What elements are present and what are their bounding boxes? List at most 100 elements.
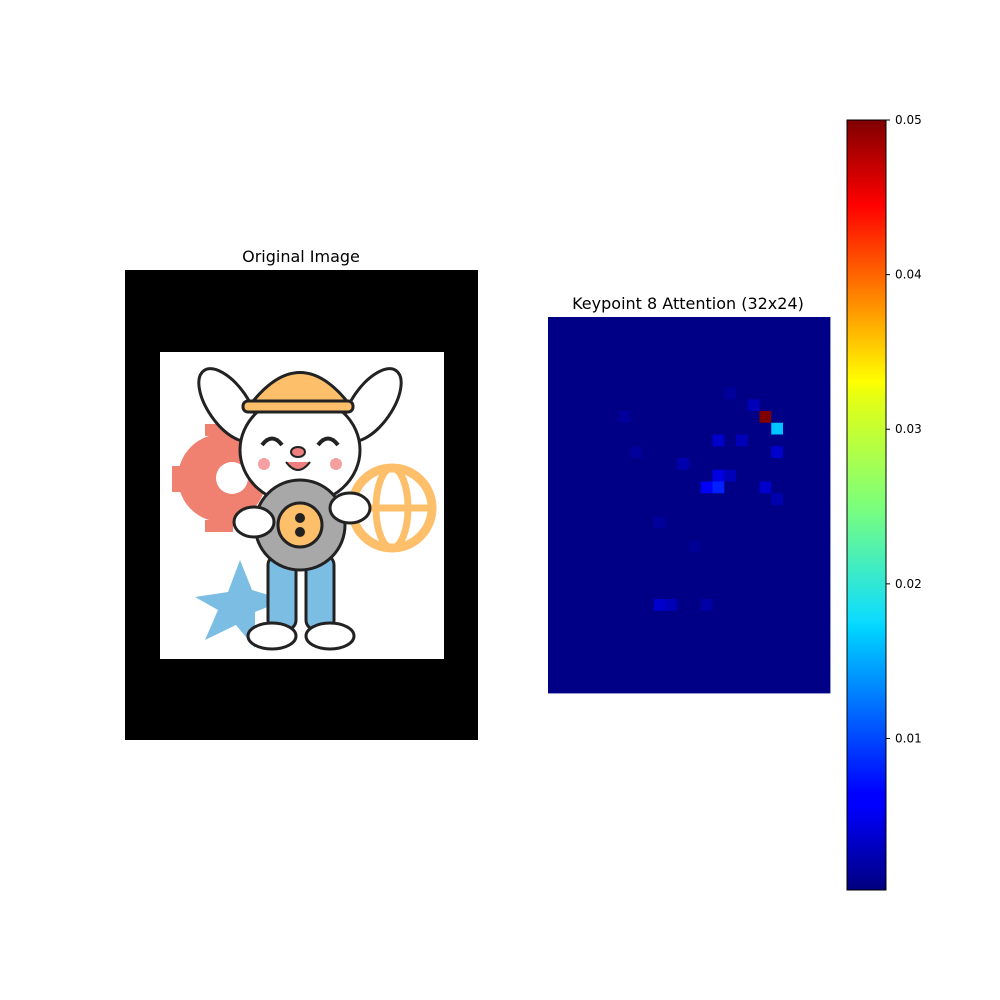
heatmap-cell — [571, 399, 584, 412]
heatmap-cell — [571, 434, 584, 447]
heatmap-cell — [665, 422, 678, 435]
heatmap-cell — [818, 352, 831, 365]
heatmap-cell — [642, 575, 655, 588]
heatmap-cell — [689, 317, 702, 330]
heatmap-cell — [653, 540, 666, 553]
heatmap-cell — [794, 528, 807, 541]
heatmap-cell — [595, 375, 608, 388]
heatmap-cell — [806, 399, 819, 412]
heatmap-cell — [736, 634, 749, 647]
heatmap-cell — [677, 681, 690, 694]
heatmap-cell — [677, 352, 690, 365]
heatmap-cell — [665, 540, 678, 553]
heatmap-cell — [794, 599, 807, 612]
heatmap-cell — [818, 399, 831, 412]
heatmap-cell — [712, 634, 725, 647]
heatmap-cell — [653, 669, 666, 682]
heatmap-cell — [736, 622, 749, 635]
heatmap-cell — [559, 657, 572, 670]
heatmap-cell — [806, 481, 819, 494]
heatmap-cell — [712, 681, 725, 694]
heatmap-cell — [677, 563, 690, 576]
heatmap-cell — [653, 552, 666, 565]
heatmap-cell — [618, 364, 631, 377]
heatmap-cell — [665, 434, 678, 447]
heatmap-cell — [806, 458, 819, 471]
heatmap-cell — [548, 552, 561, 565]
heatmap-cell — [571, 469, 584, 482]
grey-gear-shape — [253, 478, 347, 572]
heatmap-cell — [642, 634, 655, 647]
heatmap-cell — [583, 516, 596, 529]
heatmap-cell — [771, 610, 784, 623]
heatmap-cell — [630, 563, 643, 576]
heatmap-cell — [595, 411, 608, 424]
heatmap-cell — [571, 657, 584, 670]
heatmap-cell — [665, 681, 678, 694]
heatmap-cell — [642, 434, 655, 447]
heatmap-cell — [747, 575, 760, 588]
heatmap-cell — [677, 646, 690, 659]
heatmap-cell — [700, 434, 713, 447]
heatmap-cell — [783, 422, 796, 435]
heatmap-cell — [818, 540, 831, 553]
heatmap-cell — [595, 540, 608, 553]
heatmap-cell — [548, 681, 561, 694]
heatmap-cell — [642, 469, 655, 482]
heatmap-cell — [606, 352, 619, 365]
heatmap-cell — [818, 469, 831, 482]
heatmap-cell — [689, 599, 702, 612]
heatmap-cell — [736, 610, 749, 623]
heatmap-cell — [724, 622, 737, 635]
heatmap-cell — [818, 340, 831, 353]
heatmap-cell — [771, 411, 784, 424]
heatmap-cell — [794, 657, 807, 670]
heatmap-cell — [818, 528, 831, 541]
heatmap-cell — [630, 528, 643, 541]
heatmap-cell — [771, 563, 784, 576]
heatmap-cell — [759, 587, 772, 600]
heatmap-cell — [559, 681, 572, 694]
heatmap-cell — [806, 657, 819, 670]
heatmap-cell — [583, 364, 596, 377]
heatmap-cell — [806, 375, 819, 388]
heatmap-cell — [618, 422, 631, 435]
colorbar-gradient — [846, 119, 887, 891]
heatmap-cell — [712, 446, 725, 459]
heatmap-cell — [571, 481, 584, 494]
heatmap-cell — [712, 364, 725, 377]
heatmap-cell — [665, 516, 678, 529]
heatmap-cell — [700, 528, 713, 541]
heatmap-cell — [583, 657, 596, 670]
heatmap-cell — [783, 352, 796, 365]
heatmap-cell — [806, 387, 819, 400]
heatmap-cell — [806, 317, 819, 330]
colorbar: 0.01 0.02 0.03 0.04 0.05 — [846, 113, 922, 891]
heatmap-cell — [642, 657, 655, 670]
heatmap-cell — [700, 469, 713, 482]
heatmap-cell — [689, 634, 702, 647]
heatmap-cell — [595, 328, 608, 341]
heatmap-cell — [771, 646, 784, 659]
heatmap-cell — [724, 646, 737, 659]
heatmap-cell — [642, 516, 655, 529]
heatmap-cell — [700, 599, 713, 612]
heatmap-cell — [759, 622, 772, 635]
heatmap-cell — [806, 340, 819, 353]
heatmap-cell — [653, 493, 666, 506]
heatmap-cell — [724, 505, 737, 518]
heatmap-cell — [689, 446, 702, 459]
heatmap-cell — [759, 340, 772, 353]
heatmap-cell — [771, 575, 784, 588]
heatmap-cell — [642, 493, 655, 506]
heatmap-cell — [665, 587, 678, 600]
heatmap-cell — [806, 552, 819, 565]
heatmap-cell — [783, 469, 796, 482]
heatmap-cell — [642, 646, 655, 659]
heatmap-cell — [630, 481, 643, 494]
heatmap-cell — [794, 634, 807, 647]
heatmap-cell — [606, 481, 619, 494]
heatmap-cell — [700, 516, 713, 529]
heatmap-cell — [571, 422, 584, 435]
heatmap-cell — [747, 493, 760, 506]
